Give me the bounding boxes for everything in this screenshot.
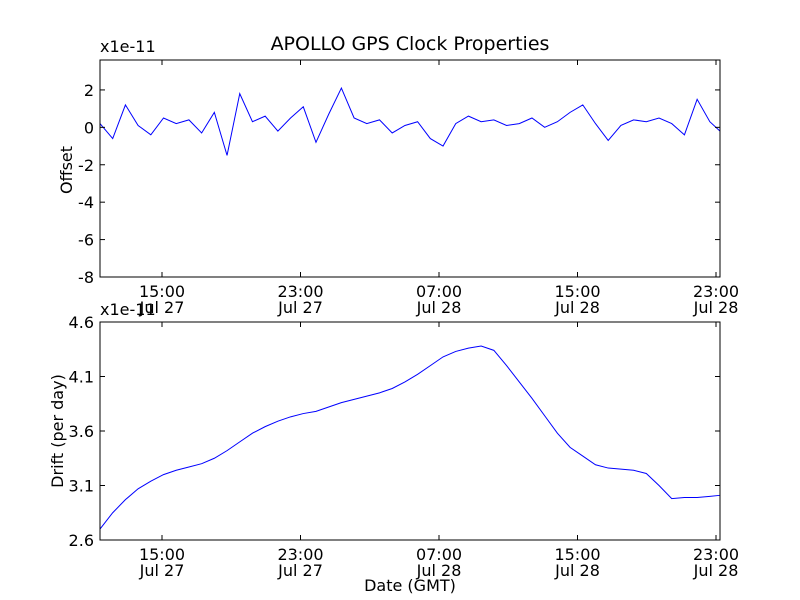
drift-multiplier: x1e-11 [100,300,156,319]
drift-ytick-label: 3.1 [69,477,94,496]
chart-title: APOLLO GPS Clock Properties [271,33,550,55]
drift-xtick-time: 23:00 [693,545,739,564]
offset-ylabel: Offset [57,146,76,194]
offset-xtick-time: 07:00 [416,282,462,301]
drift-ytick-label: 2.6 [69,531,94,550]
offset-multiplier: x1e-11 [100,37,156,56]
drift-xtick-time: 23:00 [277,545,323,564]
drift-xtick-time: 15:00 [554,545,600,564]
drift-xtick-date: Jul 28 [416,561,462,580]
offset-xtick-time: 15:00 [139,282,185,301]
drift-xtick-date: Jul 27 [139,561,185,580]
offset-xtick-time: 23:00 [693,282,739,301]
drift-xtick-date: Jul 27 [277,561,323,580]
drift-xtick-time: 07:00 [416,545,462,564]
drift-series-line [99,345,721,530]
offset-ytick-label: 0 [84,118,94,137]
drift-ylabel: Drift (per day) [48,374,67,488]
drift-xlabel: Date (GMT) [364,576,456,595]
offset-series-line [99,86,721,156]
offset-xtick-date: Jul 27 [277,298,323,317]
offset-xtick-time: 23:00 [277,282,323,301]
offset-xtick-date: Jul 28 [416,298,462,317]
offset-ytick-label: -6 [78,231,94,250]
offset-xtick-date: Jul 28 [693,298,739,317]
offset-xtick-date: Jul 28 [554,298,600,317]
offset-ytick-label: -8 [78,268,94,287]
drift-ytick-label: 3.6 [69,422,94,441]
drift-xtick-time: 15:00 [139,545,185,564]
drift-axes-frame [99,321,721,541]
offset-axes-frame [99,59,721,278]
drift-ytick-label: 4.6 [69,313,94,332]
offset-xtick-date: Jul 27 [139,298,185,317]
offset-xtick-time: 15:00 [554,282,600,301]
drift-ytick-label: 4.1 [69,368,94,387]
drift-xtick-date: Jul 28 [693,561,739,580]
offset-ytick-label: -2 [78,156,94,175]
offset-ytick-label: 2 [84,81,94,100]
drift-xtick-date: Jul 28 [554,561,600,580]
offset-ytick-label: -4 [78,193,94,212]
